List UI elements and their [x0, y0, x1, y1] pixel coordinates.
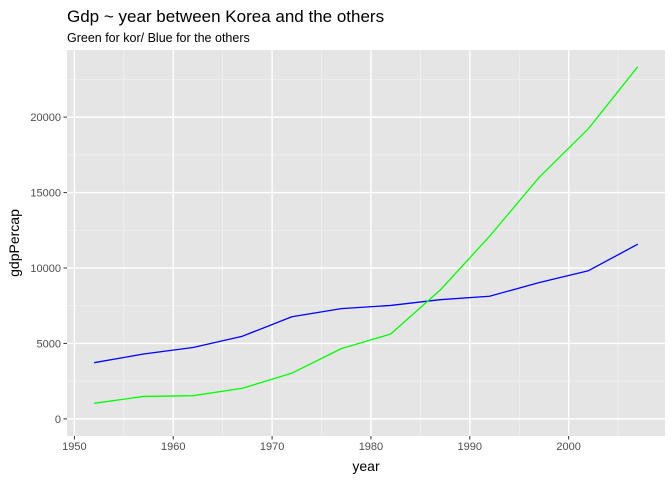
- x-tick-label: 1980: [359, 441, 383, 453]
- y-axis-title: gdpPercap: [6, 209, 22, 277]
- x-tick-label: 1990: [458, 441, 482, 453]
- x-tick-label: 1950: [62, 441, 86, 453]
- y-tick-label: 5000: [37, 338, 61, 350]
- y-axis: 0 5000 10000 15000 20000: [30, 112, 67, 426]
- y-tick-label: 20000: [30, 112, 61, 124]
- series-line-1: [94, 66, 639, 404]
- x-tick-label: 1960: [161, 441, 185, 453]
- chart-title: Gdp ~ year between Korea and the others: [67, 7, 384, 26]
- x-tick-label: 1970: [260, 441, 284, 453]
- x-axis: 1950 1960 1970 1980 1990 2000: [62, 436, 581, 453]
- chart-subtitle: Green for kor/ Blue for the others: [67, 31, 250, 45]
- minor-gridlines: [67, 50, 665, 436]
- series-layer: [94, 66, 639, 404]
- major-gridlines: [67, 50, 665, 436]
- y-tick-label: 10000: [30, 263, 61, 275]
- x-tick-label: 2000: [556, 441, 580, 453]
- y-tick-label: 15000: [30, 188, 61, 200]
- x-axis-title: year: [352, 458, 380, 474]
- y-tick-label: 0: [55, 414, 61, 426]
- series-line-0: [94, 243, 639, 364]
- plot-panel: [67, 50, 665, 436]
